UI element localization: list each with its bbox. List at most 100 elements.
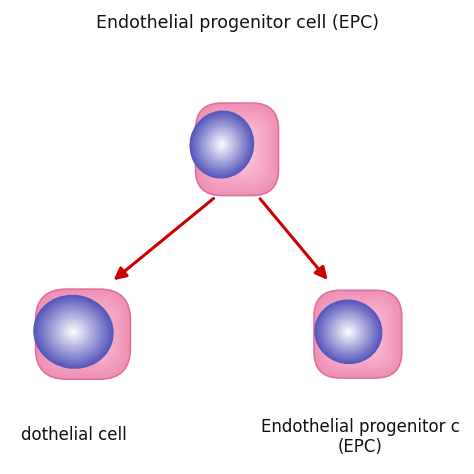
FancyBboxPatch shape xyxy=(329,306,386,363)
Ellipse shape xyxy=(191,112,253,177)
Ellipse shape xyxy=(335,319,362,345)
Ellipse shape xyxy=(34,296,113,368)
Ellipse shape xyxy=(219,142,224,147)
Ellipse shape xyxy=(330,315,366,349)
Ellipse shape xyxy=(340,324,357,340)
Ellipse shape xyxy=(324,309,373,355)
Ellipse shape xyxy=(36,298,110,366)
FancyBboxPatch shape xyxy=(202,110,272,189)
FancyBboxPatch shape xyxy=(78,330,88,338)
FancyBboxPatch shape xyxy=(219,128,255,170)
FancyBboxPatch shape xyxy=(77,328,89,340)
Ellipse shape xyxy=(62,321,85,343)
FancyBboxPatch shape xyxy=(66,319,100,350)
FancyBboxPatch shape xyxy=(217,128,257,171)
Ellipse shape xyxy=(203,125,240,164)
Ellipse shape xyxy=(333,317,364,346)
FancyBboxPatch shape xyxy=(351,328,365,341)
FancyBboxPatch shape xyxy=(224,134,250,164)
Ellipse shape xyxy=(327,311,370,352)
Ellipse shape xyxy=(52,312,95,351)
Ellipse shape xyxy=(57,317,90,346)
Ellipse shape xyxy=(73,331,74,333)
FancyBboxPatch shape xyxy=(200,108,274,191)
FancyBboxPatch shape xyxy=(319,296,396,373)
Ellipse shape xyxy=(64,323,82,340)
FancyBboxPatch shape xyxy=(227,138,247,161)
FancyBboxPatch shape xyxy=(346,322,370,346)
FancyBboxPatch shape xyxy=(226,137,248,162)
FancyBboxPatch shape xyxy=(333,309,383,359)
Ellipse shape xyxy=(199,121,245,168)
FancyBboxPatch shape xyxy=(228,139,246,160)
FancyBboxPatch shape xyxy=(315,292,401,377)
Ellipse shape xyxy=(198,119,246,170)
FancyBboxPatch shape xyxy=(56,308,110,360)
Ellipse shape xyxy=(343,327,354,337)
Ellipse shape xyxy=(341,325,356,339)
FancyBboxPatch shape xyxy=(209,118,265,181)
FancyBboxPatch shape xyxy=(57,310,109,359)
FancyBboxPatch shape xyxy=(61,313,105,356)
FancyBboxPatch shape xyxy=(352,328,364,340)
Ellipse shape xyxy=(334,318,363,346)
Ellipse shape xyxy=(332,317,365,347)
FancyBboxPatch shape xyxy=(52,305,114,364)
Ellipse shape xyxy=(197,118,247,171)
FancyBboxPatch shape xyxy=(215,125,259,173)
Ellipse shape xyxy=(336,319,361,344)
FancyBboxPatch shape xyxy=(339,316,376,353)
FancyBboxPatch shape xyxy=(222,133,252,165)
FancyBboxPatch shape xyxy=(234,146,240,153)
Ellipse shape xyxy=(65,324,82,339)
Ellipse shape xyxy=(45,305,102,359)
FancyBboxPatch shape xyxy=(43,296,123,373)
Ellipse shape xyxy=(215,137,229,152)
Ellipse shape xyxy=(344,328,353,336)
Ellipse shape xyxy=(39,301,108,363)
FancyBboxPatch shape xyxy=(325,301,391,367)
Ellipse shape xyxy=(40,301,107,363)
FancyBboxPatch shape xyxy=(45,298,121,370)
FancyBboxPatch shape xyxy=(75,326,91,342)
Ellipse shape xyxy=(41,302,106,362)
FancyBboxPatch shape xyxy=(82,333,84,335)
FancyBboxPatch shape xyxy=(336,312,380,356)
FancyBboxPatch shape xyxy=(220,131,254,168)
FancyBboxPatch shape xyxy=(221,132,253,167)
Ellipse shape xyxy=(194,116,249,173)
Ellipse shape xyxy=(338,322,359,341)
Ellipse shape xyxy=(193,115,250,174)
Ellipse shape xyxy=(67,326,80,337)
Text: Endothelial progenitor cell (EPC): Endothelial progenitor cell (EPC) xyxy=(95,14,379,32)
FancyBboxPatch shape xyxy=(55,307,111,361)
FancyBboxPatch shape xyxy=(208,117,266,182)
Text: dothelial cell: dothelial cell xyxy=(20,426,127,444)
FancyBboxPatch shape xyxy=(219,130,255,169)
FancyBboxPatch shape xyxy=(36,290,129,378)
Ellipse shape xyxy=(72,330,75,334)
FancyBboxPatch shape xyxy=(36,289,130,379)
FancyBboxPatch shape xyxy=(207,116,267,183)
FancyBboxPatch shape xyxy=(212,121,262,177)
Ellipse shape xyxy=(323,308,374,356)
FancyBboxPatch shape xyxy=(225,136,249,163)
Ellipse shape xyxy=(35,297,112,367)
Ellipse shape xyxy=(325,310,372,354)
Ellipse shape xyxy=(214,136,230,153)
Ellipse shape xyxy=(209,131,235,158)
Ellipse shape xyxy=(42,303,105,361)
Ellipse shape xyxy=(314,300,383,364)
Ellipse shape xyxy=(47,308,100,356)
Text: (EPC): (EPC) xyxy=(338,438,383,456)
FancyBboxPatch shape xyxy=(354,330,362,338)
Ellipse shape xyxy=(207,129,237,160)
Ellipse shape xyxy=(59,319,88,345)
FancyBboxPatch shape xyxy=(341,318,374,351)
FancyBboxPatch shape xyxy=(65,317,100,351)
Ellipse shape xyxy=(342,325,355,338)
Ellipse shape xyxy=(55,315,91,348)
FancyBboxPatch shape xyxy=(235,147,239,152)
FancyBboxPatch shape xyxy=(72,324,94,344)
Ellipse shape xyxy=(342,326,355,337)
